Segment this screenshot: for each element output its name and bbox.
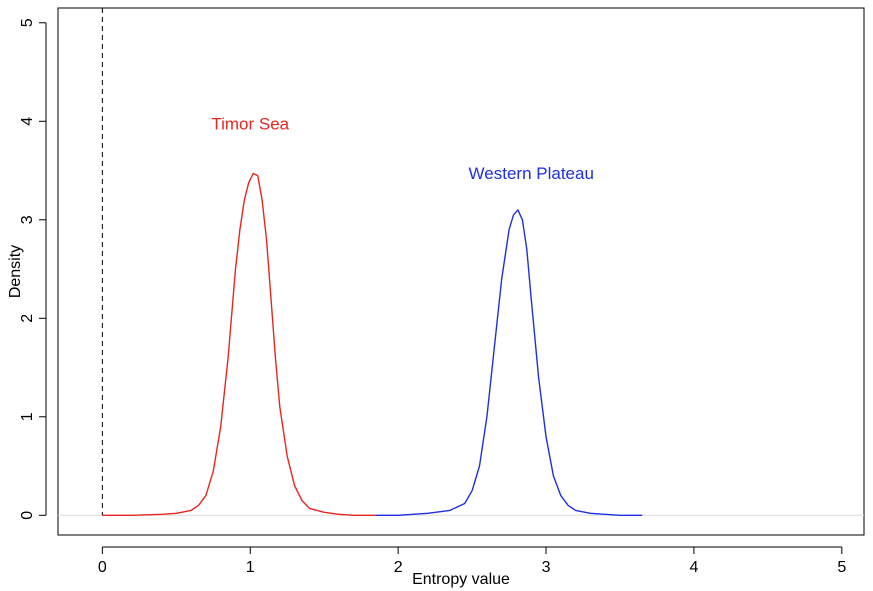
series-line-timor-sea [102, 172, 376, 516]
x-tick-label: 3 [542, 559, 551, 576]
y-tick-label: 3 [19, 215, 36, 224]
annotation-layer: Timor Sea Western Plateau [211, 115, 594, 183]
x-ticks: 0 1 2 3 4 5 [98, 547, 846, 576]
x-tick-label: 2 [394, 559, 403, 576]
series-layer [102, 172, 643, 516]
x-tick-label: 4 [689, 559, 698, 576]
x-tick-label: 1 [246, 559, 255, 576]
x-tick-label: 5 [837, 559, 846, 576]
annotation-timor-sea: Timor Sea [211, 115, 289, 134]
y-tick-label: 4 [19, 117, 36, 126]
y-tick-label: 0 [19, 511, 36, 520]
plot-frame [57, 7, 865, 536]
y-tick-label: 2 [19, 314, 36, 323]
y-tick-label: 1 [19, 412, 36, 421]
y-axis-label: Density [7, 245, 24, 298]
y-ticks: 0 1 2 3 4 5 [19, 18, 46, 520]
y-tick-label: 5 [19, 18, 36, 27]
x-axis-label: Entropy value [412, 571, 510, 588]
x-tick-label: 0 [98, 559, 107, 576]
series-line-western-plateau [376, 209, 643, 516]
annotation-western-plateau: Western Plateau [469, 164, 594, 183]
